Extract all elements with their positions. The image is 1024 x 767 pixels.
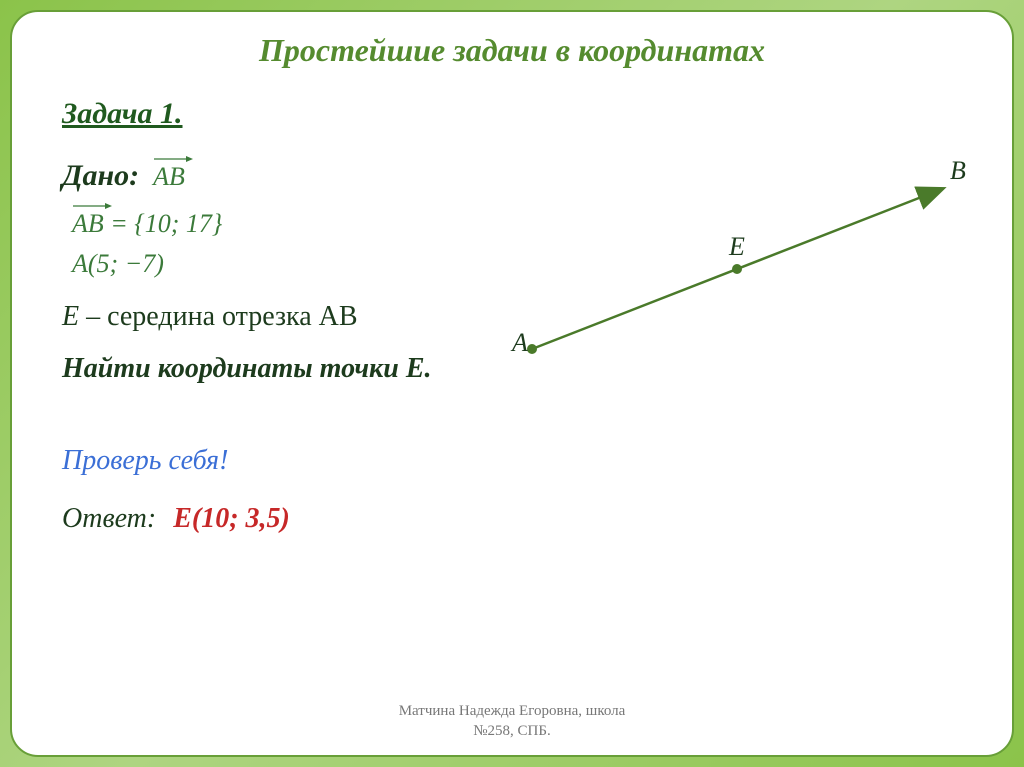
svg-text:E: E xyxy=(728,232,745,261)
svg-text:B: B xyxy=(950,159,966,185)
vector-value-text: = {10; 17} xyxy=(110,209,222,238)
check-yourself-line: Проверь себя! xyxy=(62,445,962,477)
vector-arrow-icon xyxy=(153,155,193,163)
vector-name-text: AB xyxy=(153,162,185,191)
footer-attribution: Матчина Надежда Егоровна, школа №258, СП… xyxy=(12,702,1012,741)
vector-ab-symbol: AB xyxy=(153,162,185,192)
footer-line-2: №258, СПБ. xyxy=(12,722,1012,742)
vector-diagram: A E B xyxy=(482,159,982,369)
given-label: Дано: xyxy=(62,159,139,193)
midpoint-e-letter: E xyxy=(62,301,79,332)
content-area: Задача 1. Дано: AB AB xyxy=(62,97,962,535)
footer-line-1: Матчина Надежда Егоровна, школа xyxy=(12,702,1012,722)
task-label: Задача 1. xyxy=(62,97,962,131)
slide-inner-frame: Простейшие задачи в координатах Задача 1… xyxy=(10,10,1014,757)
slide-outer-frame: Простейшие задачи в координатах Задача 1… xyxy=(0,0,1024,767)
vector-ab-symbol-2: AB xyxy=(72,209,104,239)
midpoint-rest: – середина отрезка AB xyxy=(79,301,357,332)
vector-arrow-icon xyxy=(72,202,112,210)
answer-value: E(10; 3,5) xyxy=(173,503,290,534)
answer-label: Ответ: xyxy=(62,503,156,534)
slide-title: Простейшие задачи в координатах xyxy=(62,32,962,69)
vector-name-text-2: AB xyxy=(72,209,104,238)
svg-text:A: A xyxy=(510,328,528,357)
answer-line: Ответ: E(10; 3,5) xyxy=(62,503,962,535)
